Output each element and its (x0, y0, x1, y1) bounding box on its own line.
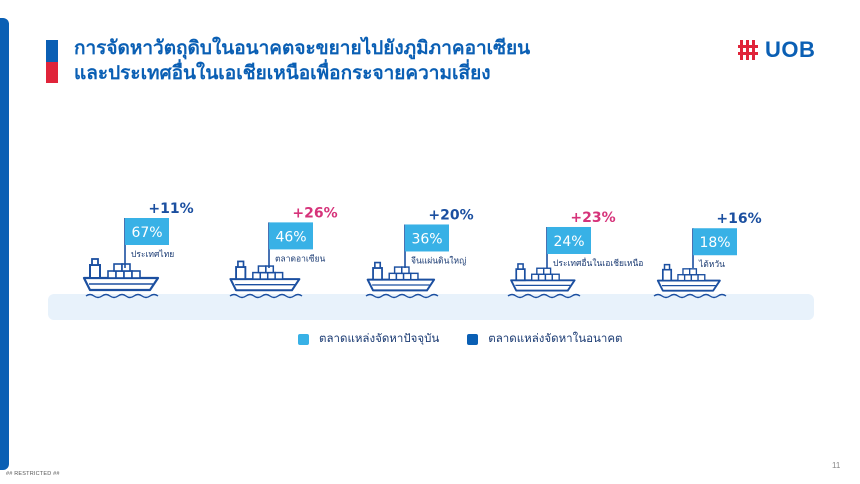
ship-container (410, 272, 419, 281)
ship-container (689, 268, 698, 276)
ship-container (536, 267, 545, 275)
ship-container (388, 272, 398, 281)
ship-container (266, 271, 276, 280)
ship-cabin (89, 264, 101, 279)
future-change-label: +16% (716, 211, 761, 227)
ship-container (544, 273, 553, 281)
legend-label-future: ตลาดแหล่งจัดหาในอนาคต (488, 331, 623, 345)
ship-group-2: 36% จีนแผ่นดินใหญ่ +20% (365, 207, 474, 299)
ship-container (677, 274, 686, 282)
ship-container (531, 273, 540, 281)
ship-chimney (374, 261, 382, 269)
ship-container (257, 265, 267, 274)
current-share-bar (405, 224, 449, 252)
page-number: 11 (832, 461, 841, 470)
ship-chimney (237, 260, 245, 268)
category-label: ประเทศไทย (131, 249, 174, 260)
legend-swatch-current (298, 333, 309, 345)
ship-group-4: 18% ไต้หวัน +16% (653, 211, 762, 299)
ship-group-3: 24% ประเทศอื่นในเอเชียเหนือ +23% (507, 210, 643, 299)
ship-container (682, 268, 691, 276)
future-change-label: +20% (428, 207, 473, 223)
cargo-ship-icon (229, 260, 301, 292)
legend-swatch-future (467, 333, 479, 345)
cargo-ship-icon (366, 261, 436, 292)
ship-chimney (517, 263, 524, 270)
ship-cabin (372, 267, 383, 281)
ship-container (683, 274, 693, 282)
ship-chimney (663, 263, 671, 271)
page-title: การจัดหาวัตถุดิบในอนาคตจะขยายไปยังภูมิภา… (74, 36, 694, 86)
title-accent-red (46, 62, 58, 83)
ship-container (115, 270, 125, 279)
ship-container (131, 270, 141, 279)
wave-line (85, 293, 159, 299)
ship-container (107, 270, 117, 279)
future-change-label: +26% (292, 205, 337, 221)
legend-item-future: ตลาดแหล่งจัดหาในอนาคต (467, 330, 623, 348)
current-share-label: 24% (553, 234, 584, 250)
ship-container (697, 274, 706, 282)
current-share-label: 36% (411, 231, 442, 247)
ship-container (259, 271, 269, 280)
wave-line (507, 293, 581, 299)
category-label: ไต้หวัน (698, 259, 725, 270)
ship-container (393, 266, 403, 275)
cargo-ship-icon (510, 263, 576, 292)
footer-restricted: ## RESTRICTED ## (6, 471, 60, 477)
ship-group-1: 46% ตลาดอาเซียน +26% (229, 205, 338, 299)
current-share-bar (125, 218, 169, 245)
current-share-bar (269, 222, 313, 250)
ship-container (690, 274, 699, 282)
ship-chimney (91, 258, 99, 266)
current-share-label: 46% (275, 229, 306, 245)
cargo-ship-icon (82, 258, 160, 292)
legend-label-current: ตลาดแหล่งจัดหาปัจจุบัน (319, 331, 440, 345)
uob-logo-icon (738, 40, 758, 60)
future-change-label: +11% (148, 201, 193, 217)
wave-line (229, 293, 303, 299)
wave-line (653, 293, 727, 299)
title-line-2: และประเทศอื่นในเอเชียเหนือเพื่อกระจายควา… (74, 62, 491, 84)
ship-container (537, 273, 547, 281)
future-change-label: +23% (570, 210, 615, 226)
ship-container (402, 272, 412, 281)
ship-cabin (515, 268, 526, 282)
ship-container (395, 272, 405, 281)
category-label: ประเทศอื่นในเอเชียเหนือ (553, 257, 643, 269)
ship-container (113, 263, 123, 272)
sourcing-chart: 67% ประเทศไทย +11% 46% ตลาดอาเซียน +26% 36% จีน… (48, 201, 814, 320)
current-share-label: 67% (131, 225, 162, 241)
ship-group-0: 67% ประเทศไทย +11% (82, 201, 194, 299)
uob-logo: UOB (738, 37, 816, 62)
category-label: จีนแผ่นดินใหญ่ (411, 255, 466, 266)
left-accent-bar (0, 18, 9, 470)
sea-band (48, 294, 814, 320)
ship-container (543, 267, 552, 275)
ship-container (123, 270, 133, 279)
ship-container (551, 273, 560, 281)
current-share-label: 18% (699, 235, 730, 251)
ship-container (121, 263, 131, 272)
current-share-bar (693, 228, 737, 256)
ship-cabin (661, 268, 673, 282)
logo-text: UOB (765, 37, 816, 62)
legend-item-current: ตลาดแหล่งจัดหาปัจจุบัน (298, 330, 439, 348)
ship-cabin (235, 266, 247, 281)
ship-container (252, 271, 262, 280)
title-accent-blue (46, 40, 58, 62)
wave-line (365, 293, 439, 299)
category-label: ตลาดอาเซียน (275, 253, 326, 264)
current-share-bar (547, 226, 591, 254)
cargo-ship-icon (656, 263, 721, 292)
legend: ตลาดแหล่งจัดหาปัจจุบัน ตลาดแหล่งจัดหาในอ… (298, 330, 623, 348)
ship-container (274, 271, 284, 280)
title-line-1: การจัดหาวัตถุดิบในอนาคตจะขยายไปยังภูมิภา… (74, 37, 531, 59)
